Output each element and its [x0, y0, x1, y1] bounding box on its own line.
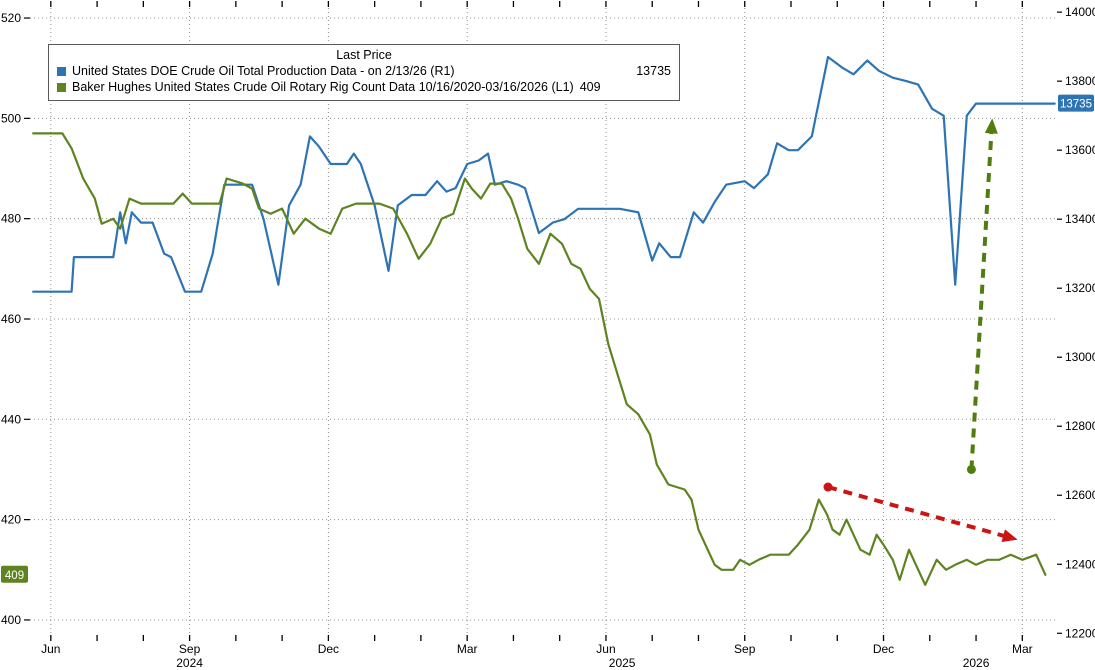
x-axis-month-label: Mar — [457, 642, 478, 656]
left-axis-label: 500 — [1, 111, 21, 125]
right-axis-label: 13000 — [1065, 350, 1095, 364]
left-axis-label: 440 — [1, 412, 21, 426]
right-axis-label: 13400 — [1065, 212, 1095, 226]
legend-row-production: United States DOE Crude Oil Total Produc… — [57, 63, 671, 79]
production-axis-badge — [1058, 94, 1094, 112]
production-legend-label: United States DOE Crude Oil Total Produc… — [72, 64, 455, 78]
legend-box: Last Price United States DOE Crude Oil T… — [48, 44, 680, 101]
x-axis-year-label: 2026 — [963, 656, 990, 670]
left-axis-label: 420 — [1, 513, 21, 527]
rig-count-last-price: 409 — [579, 80, 601, 94]
right-axis-label: 14000 — [1065, 5, 1095, 19]
x-axis-year-label: 2025 — [609, 656, 636, 670]
x-axis-month-label: Jun — [596, 642, 615, 656]
legend-row-rig-count: Baker Hughes United States Crude Oil Rot… — [57, 79, 671, 95]
right-axis-label: 12400 — [1065, 557, 1095, 571]
right-axis-label: 13800 — [1065, 74, 1095, 88]
x-axis-month-label: Mar — [1012, 642, 1033, 656]
x-axis-month-label: Dec — [873, 642, 894, 656]
x-axis-year-label: 2024 — [176, 656, 203, 670]
x-axis-month-label: Dec — [318, 642, 339, 656]
rig-count-decline-arrow — [827, 485, 1009, 539]
production-series-swatch-icon — [57, 66, 66, 76]
x-axis-month-label: Sep — [179, 642, 201, 656]
production-axis-badge-label: 13735 — [1060, 99, 1092, 111]
production-rebound-arrow — [969, 128, 994, 470]
rig-count-legend-label: Baker Hughes United States Crude Oil Rot… — [72, 80, 574, 94]
x-axis-month-label: Jun — [41, 642, 60, 656]
right-axis-label: 13600 — [1065, 143, 1095, 157]
left-axis-label: 400 — [1, 613, 21, 627]
rig-count-axis-badge — [1, 565, 28, 583]
right-axis-label: 13200 — [1065, 281, 1095, 295]
legend-title: Last Price — [336, 48, 392, 62]
series-line-0 — [32, 55, 1056, 293]
right-axis-label: 12600 — [1065, 488, 1095, 502]
right-axis-label: 12800 — [1065, 419, 1095, 433]
left-axis-label: 460 — [1, 312, 21, 326]
rig-count-decline-arrow-head — [1001, 529, 1018, 542]
x-axis-month-label: Sep — [734, 642, 756, 656]
rig-count-axis-badge-label: 409 — [5, 570, 24, 582]
rig-count-series-swatch-icon — [57, 82, 66, 92]
left-axis-label: 520 — [1, 11, 21, 25]
left-axis-label: 480 — [1, 212, 21, 226]
right-axis-label: 12200 — [1065, 626, 1095, 640]
production-last-price: 13735 — [636, 64, 671, 78]
production-rebound-arrow-head — [984, 118, 998, 134]
series-line-1 — [32, 132, 1047, 586]
